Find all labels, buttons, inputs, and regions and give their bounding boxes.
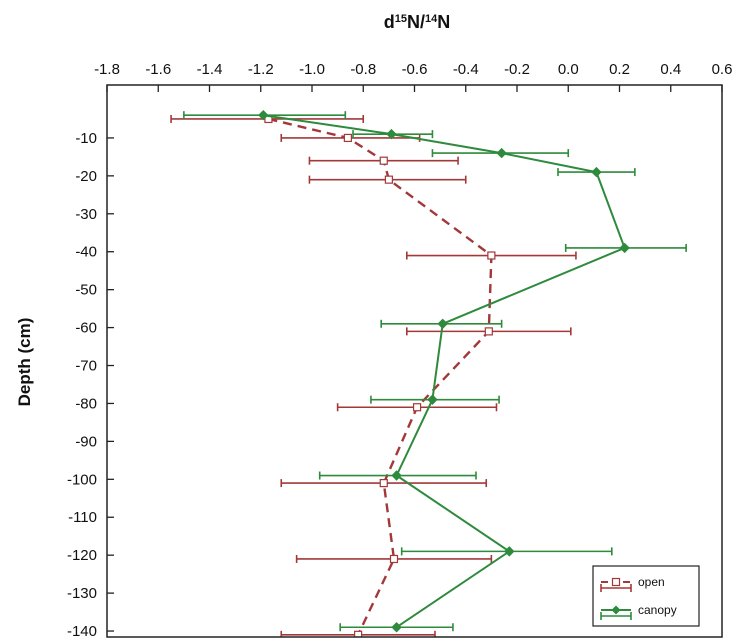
x-tick-label: -1.4: [197, 61, 223, 78]
x-tick-label: 0.6: [712, 61, 733, 78]
x-axis-title-prefix: d: [384, 12, 395, 32]
x-tick-label: -1.8: [94, 61, 120, 78]
series-line-canopy: [263, 114, 626, 629]
data-point-open: [379, 156, 388, 165]
data-point-canopy: [391, 622, 402, 633]
x-tick-label: -0.2: [504, 61, 530, 78]
data-point-open: [384, 175, 393, 184]
legend-label: canopy: [638, 603, 677, 617]
x-tick-label: -0.4: [453, 61, 479, 78]
x-axis-title-mid: N/: [407, 12, 425, 32]
y-tick-label: -120: [67, 547, 97, 564]
data-point-canopy: [386, 128, 397, 140]
x-tick-label: 0.2: [609, 61, 630, 78]
data-point-open: [389, 554, 399, 564]
x-axis-title-sup2: 14: [425, 13, 438, 25]
y-tick-label: -100: [67, 471, 97, 488]
y-tick-label: -50: [75, 282, 97, 299]
y-tick-label: -80: [75, 395, 97, 412]
x-tick-label: -0.6: [402, 61, 428, 78]
x-axis-title-sup1: 15: [395, 13, 407, 25]
plot-series: [170, 109, 687, 637]
y-tick-label: -110: [68, 509, 97, 526]
data-point-open: [343, 133, 352, 143]
x-axis-title: d15N/14N: [384, 12, 451, 32]
legend-entry-canopy: canopy: [600, 603, 677, 620]
y-tick-label: -30: [75, 206, 97, 223]
x-tick-label: -1.2: [248, 61, 274, 78]
series-line-open: [268, 117, 493, 636]
x-axis-title-suffix: N: [437, 12, 450, 32]
y-tick-label: -40: [75, 244, 97, 261]
x-tick-label: 0.4: [660, 61, 681, 78]
y-tick-label: -90: [75, 433, 97, 450]
data-point-canopy: [391, 470, 402, 481]
legend-marker: [611, 605, 621, 615]
y-tick-label: -10: [75, 130, 97, 147]
legend-label: open: [638, 575, 665, 589]
data-point-canopy: [258, 109, 269, 121]
legend-marker: [611, 577, 621, 587]
y-axis-title: Depth (cm): [15, 318, 34, 407]
data-point-open: [487, 251, 496, 260]
x-axis-ticks: -1.8 -1.6 -1.4 -1.2 -1.0 -0.8 -0.6 -0.4 -0.2 0.0 0…: [94, 61, 732, 92]
legend-entry-open: open: [600, 575, 665, 592]
data-point-canopy: [437, 318, 448, 330]
data-point-canopy: [496, 147, 507, 159]
x-tick-label: -1.6: [145, 61, 171, 78]
data-point-open: [412, 403, 422, 412]
plot-frame: [106, 84, 723, 638]
data-point-open: [379, 479, 388, 488]
y-tick-label: -70: [75, 358, 97, 375]
legend: open canopy: [592, 565, 700, 627]
data-point-canopy: [591, 166, 602, 178]
y-tick-label: -130: [67, 585, 97, 602]
y-tick-label: -20: [75, 168, 97, 185]
series-canopy: [183, 109, 687, 633]
y-tick-label: -60: [75, 320, 97, 337]
data-point-open: [354, 630, 363, 637]
x-axis-title-text: d15N/14N: [384, 12, 451, 32]
data-point-canopy: [427, 394, 438, 405]
data-point-canopy: [619, 242, 630, 254]
series-open: [170, 114, 577, 637]
y-axis-ticks: -10 -20 -30 -40 -50 -60 -70 -80 -90 -100 -110 -120 -…: [67, 130, 114, 640]
data-point-open: [484, 327, 493, 336]
x-tick-label: -1.0: [299, 61, 325, 78]
x-tick-label: 0.0: [558, 61, 579, 78]
x-tick-label: -0.8: [350, 61, 376, 78]
y-tick-label: -140: [67, 623, 97, 640]
data-point-canopy: [504, 546, 515, 557]
